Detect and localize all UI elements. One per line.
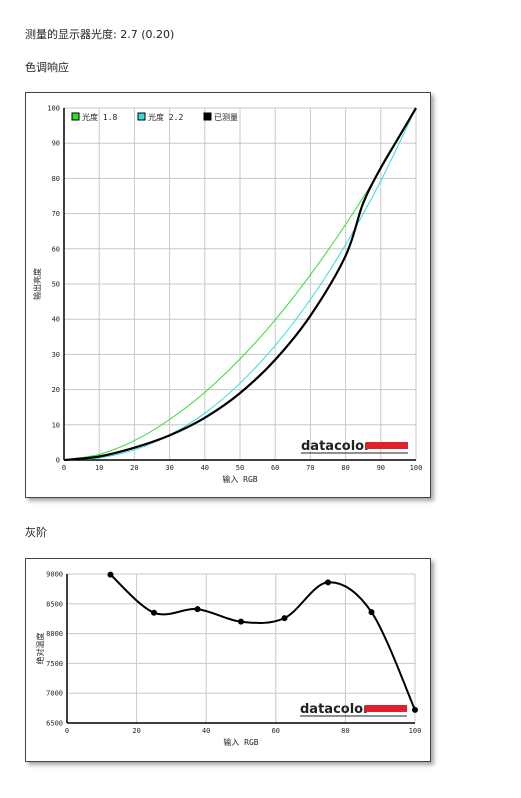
x-tick-label: 0 xyxy=(62,464,66,472)
x-tick-label: 20 xyxy=(132,727,140,735)
y-tick-label: 8500 xyxy=(46,600,63,608)
x-tick-label: 40 xyxy=(202,727,210,735)
y-tick-label: 90 xyxy=(52,140,60,148)
x-tick-label: 50 xyxy=(236,464,244,472)
y-tick-label: 0 xyxy=(56,457,60,465)
temperature-point xyxy=(151,609,157,616)
y-axis-label: 绝对温度 xyxy=(35,633,45,665)
x-tick-label: 40 xyxy=(201,464,209,472)
x-tick-label: 0 xyxy=(65,727,69,735)
y-tick-label: 30 xyxy=(52,351,60,359)
y-tick-label: 40 xyxy=(52,316,60,324)
temperature-point xyxy=(281,615,288,622)
y-tick-label: 100 xyxy=(47,105,60,113)
legend-label: 光度 2.2 xyxy=(148,112,183,122)
datacolor-logo-text: datacolor xyxy=(300,702,370,717)
legend-label: 光度 1.8 xyxy=(82,112,117,122)
series-line-2 xyxy=(63,107,417,461)
y-tick-label: 70 xyxy=(52,210,60,218)
y-tick-label: 10 xyxy=(52,421,60,429)
temperature-point xyxy=(194,606,201,613)
y-tick-label: 9000 xyxy=(46,571,63,579)
series-line-1 xyxy=(63,107,417,461)
y-tick-label: 80 xyxy=(52,175,60,183)
datacolor-logo-text: datacolor xyxy=(301,439,371,454)
temperature-point xyxy=(412,706,418,713)
legend-swatch xyxy=(71,112,80,121)
grayscale-chart: 0 20 40 60 80 100 6500 7000 7500 8000 8500 9000 输入 R… xyxy=(35,571,422,748)
grayscale-chart-panel: 0 20 40 60 80 100 6500 7000 7500 8000 8500 9000 输入 R… xyxy=(25,558,431,762)
x-tick-label: 20 xyxy=(130,464,138,472)
x-tick-label: 80 xyxy=(341,464,349,472)
y-tick-label: 7500 xyxy=(46,660,63,668)
x-tick-label: 60 xyxy=(272,727,280,735)
x-tick-label: 70 xyxy=(306,464,314,472)
y-axis-label: 输出亮度 xyxy=(32,268,42,300)
x-tick-label: 100 xyxy=(410,464,423,472)
measured-gamma-text: 测量的显示器光度: 2.7 (0.20) xyxy=(25,28,175,41)
legend-swatch xyxy=(137,112,146,121)
x-tick-label: 100 xyxy=(409,727,422,735)
datacolor-logo-bar xyxy=(365,705,407,712)
y-tick-label: 8000 xyxy=(46,630,63,638)
datacolor-logo-bar xyxy=(366,442,408,449)
x-tick-label: 60 xyxy=(271,464,279,472)
legend-label: 已测量 xyxy=(214,113,238,122)
tone-response-heading: 色调响应 xyxy=(25,61,69,74)
y-tick-label: 7000 xyxy=(46,690,63,698)
x-tick-label: 80 xyxy=(341,727,349,735)
series-line-3 xyxy=(63,107,417,462)
y-tick-label: 20 xyxy=(52,386,60,394)
x-axis-label: 输入 RGB xyxy=(223,737,258,747)
y-tick-label: 6500 xyxy=(46,720,63,728)
x-tick-label: 90 xyxy=(377,464,385,472)
legend-swatch xyxy=(203,112,212,121)
x-tick-label: 10 xyxy=(95,464,103,472)
x-axis-label: 输入 RGB xyxy=(222,474,257,484)
y-tick-label: 50 xyxy=(52,281,60,289)
temperature-point xyxy=(238,618,244,625)
temperature-point xyxy=(107,571,114,578)
y-tick-label: 60 xyxy=(52,245,60,253)
grayscale-heading: 灰阶 xyxy=(25,526,47,539)
temperature-point xyxy=(368,609,375,616)
x-tick-label: 30 xyxy=(165,464,173,472)
tone-response-chart-panel: 0 10 20 30 40 50 60 70 80 90 100 0 10 20 30 40 50 60 70 80 9… xyxy=(25,92,431,498)
tone-response-chart: 0 10 20 30 40 50 60 70 80 90 100 0 10 20 30 40 50 60 70 80 9… xyxy=(32,105,423,485)
temperature-point xyxy=(325,579,331,586)
plot-area xyxy=(67,574,415,723)
